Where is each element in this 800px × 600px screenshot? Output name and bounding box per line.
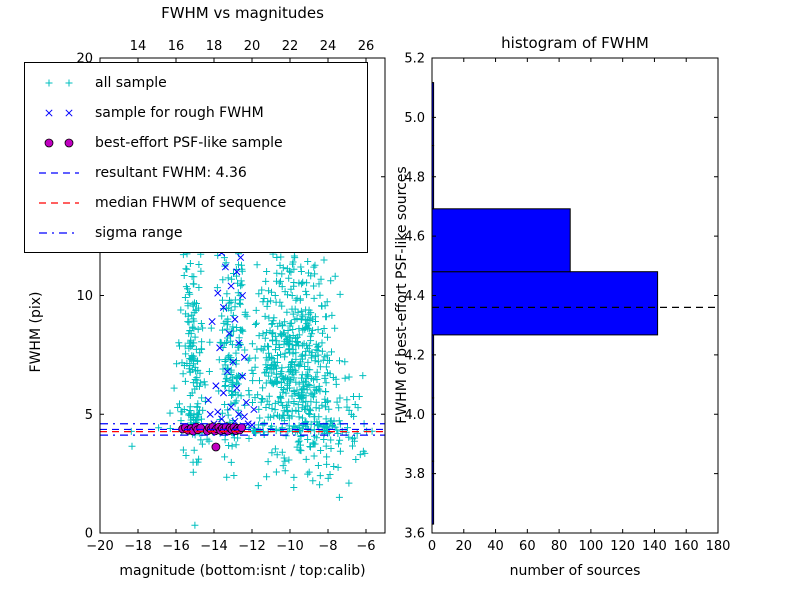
legend-label: sigma range <box>95 225 183 241</box>
tick-label: 5.0 <box>404 111 425 126</box>
legend-item: all sample <box>35 68 367 98</box>
tick-label: 26 <box>358 39 375 54</box>
tick-label: 180 <box>706 539 731 554</box>
legend-label: resultant FWHM: 4.36 <box>95 165 247 181</box>
legend-label: median FHWM of sequence <box>95 195 287 211</box>
legend-marker-icon <box>45 109 73 117</box>
tick-label: 140 <box>642 539 667 554</box>
legend-marker-icon <box>45 79 73 87</box>
tick-label: 60 <box>519 539 536 554</box>
tick-label: 0 <box>85 527 93 542</box>
tick-label: 4.6 <box>404 230 425 245</box>
tick-label: 22 <box>282 39 299 54</box>
tick-label: 16 <box>168 39 185 54</box>
legend-item: best-effort PSF-like sample <box>35 128 367 158</box>
psf-sample-points <box>178 422 247 452</box>
tick-label: 5.2 <box>404 52 425 67</box>
tick-label: −6 <box>356 539 375 554</box>
tick-label: 20 <box>244 39 261 54</box>
histogram-bars <box>431 82 659 525</box>
rough-fwhm-points <box>204 239 258 433</box>
legend-line-sample <box>39 202 79 204</box>
legend-item: resultant FWHM: 4.36 <box>35 158 367 188</box>
tick-label: 40 <box>487 539 504 554</box>
legend-item: sigma range <box>35 218 367 248</box>
scatter-ylabel: FWHM (pix) <box>28 291 44 373</box>
tick-label: −10 <box>276 539 303 554</box>
tick-label: 3.6 <box>404 527 425 542</box>
tick-label: −12 <box>238 539 265 554</box>
legend-marker-icon <box>44 138 74 148</box>
histogram-title: histogram of FWHM <box>501 34 649 52</box>
tick-label: −16 <box>162 539 189 554</box>
tick-label: 14 <box>130 39 147 54</box>
tick-label: 3.8 <box>404 467 425 482</box>
histogram-ylabel: FWHM of best-effort PSF-like sources <box>394 166 410 424</box>
legend: all sample sample for rough FWHM best-effo… <box>24 62 368 253</box>
tick-label: 20 <box>456 539 473 554</box>
legend-label: best-effort PSF-like sample <box>95 135 283 151</box>
legend-line-sample <box>39 232 79 234</box>
tick-label: 120 <box>610 539 635 554</box>
tick-label: 5 <box>85 408 93 423</box>
tick-label: 80 <box>551 539 568 554</box>
scatter-title: FWHM vs magnitudes <box>161 4 324 22</box>
tick-label: 18 <box>206 39 223 54</box>
tick-label: 10 <box>76 289 93 304</box>
tick-label: 4.0 <box>404 408 425 423</box>
legend-label: all sample <box>95 75 167 91</box>
tick-label: 4.8 <box>404 170 425 185</box>
tick-label: −20 <box>86 539 113 554</box>
tick-label: −18 <box>124 539 151 554</box>
tick-label: −8 <box>318 539 337 554</box>
histogram-bar <box>431 208 571 273</box>
scatter-xlabel: magnitude (bottom:isnt / top:calib) <box>119 563 366 579</box>
tick-label: 24 <box>320 39 337 54</box>
histogram-xlabel: number of sources <box>509 563 641 579</box>
tick-label: 4.4 <box>404 289 425 304</box>
tick-label: −14 <box>200 539 227 554</box>
histogram-bar <box>431 271 659 336</box>
reference-lines <box>100 423 385 436</box>
tick-label: 0 <box>428 539 436 554</box>
tick-label: 160 <box>674 539 699 554</box>
legend-label: sample for rough FWHM <box>95 105 264 121</box>
tick-label: 100 <box>578 539 603 554</box>
legend-line-sample <box>39 172 79 174</box>
tick-label: 4.2 <box>404 348 425 363</box>
legend-item: sample for rough FWHM <box>35 98 367 128</box>
legend-item: median FHWM of sequence <box>35 188 367 218</box>
